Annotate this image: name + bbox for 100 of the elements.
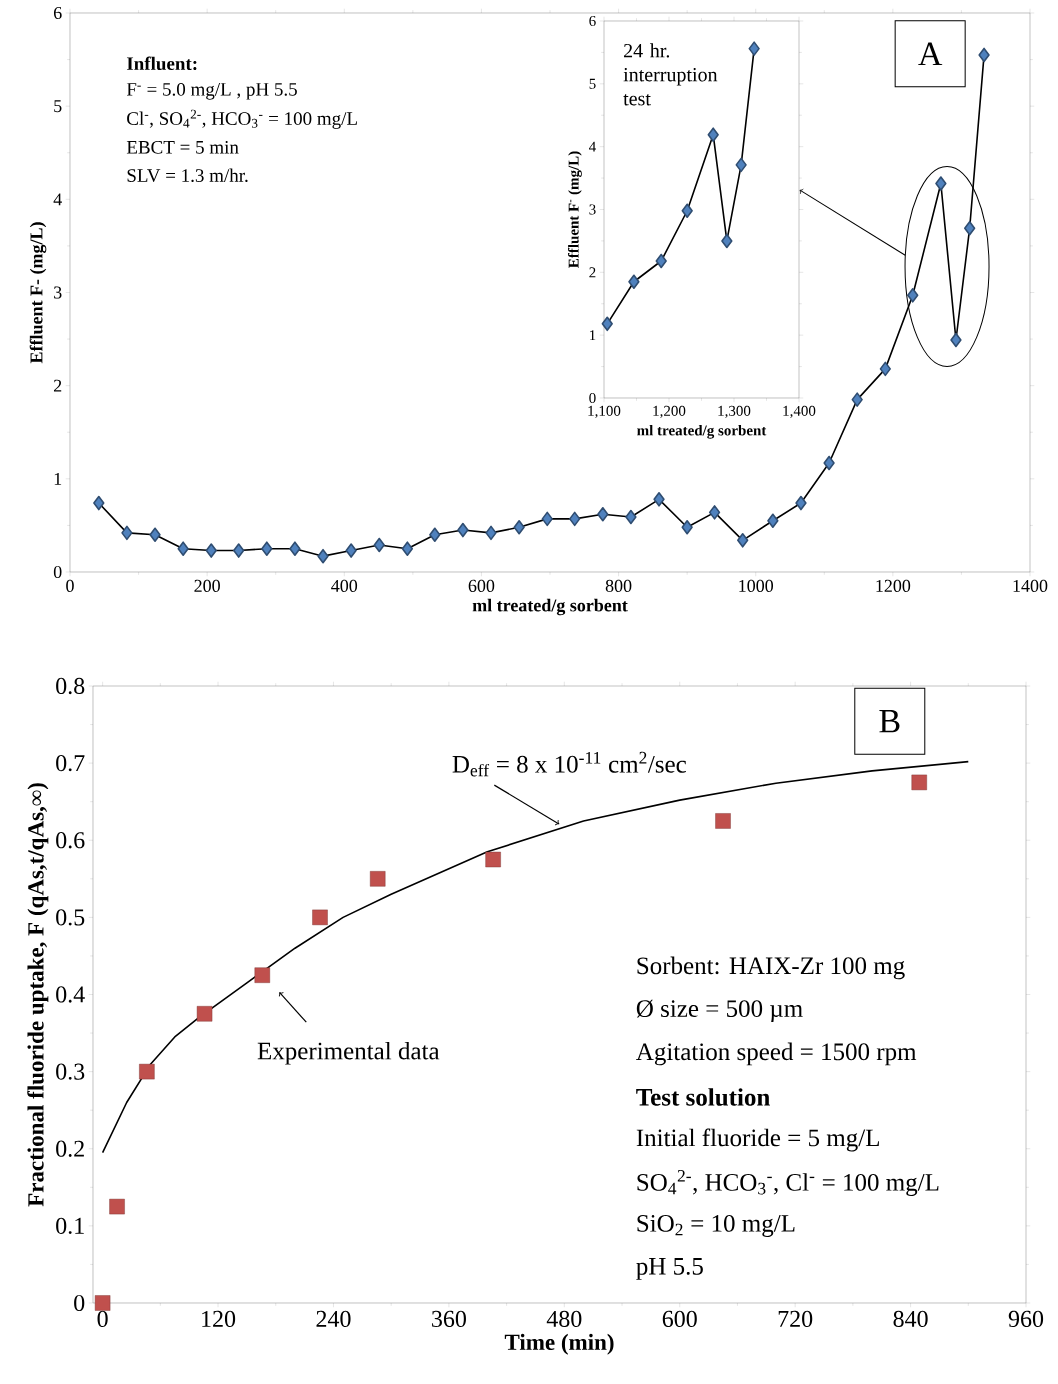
point	[851, 392, 863, 407]
annotation: Influent:	[126, 56, 197, 71]
point	[653, 492, 665, 507]
annotation: SLV = 1.3 m/hr.	[127, 168, 248, 183]
y-tick-label: 0.2	[56, 1140, 84, 1157]
annotation: pH 5.5	[636, 1258, 703, 1280]
point	[601, 316, 613, 332]
point	[485, 525, 497, 541]
point	[289, 541, 301, 556]
x-axis-title: ml treated/g sorbent	[637, 424, 767, 439]
y-tick-label: 0.3	[56, 1063, 85, 1080]
y-axis-title: Fractional fluoride uptake, F (qAs,t/qAs,∞)	[27, 783, 49, 1207]
point	[907, 287, 919, 303]
x-tick-label: 600	[662, 1310, 697, 1327]
y-tick-label: 3	[54, 286, 62, 299]
point	[401, 541, 414, 556]
point	[261, 541, 273, 556]
point	[513, 519, 525, 535]
point	[597, 506, 609, 522]
point	[655, 253, 667, 269]
annotation: Sorbent: HAIX-Zr 100 mg	[637, 956, 905, 980]
point	[681, 519, 693, 535]
text: A	[918, 42, 943, 66]
point	[748, 41, 760, 56]
y-tick-label: 5	[589, 78, 596, 89]
x-tick-label: 120	[202, 1310, 236, 1327]
point	[978, 47, 990, 63]
y-tick-label: 6	[589, 15, 596, 27]
point	[94, 1295, 111, 1311]
point	[345, 543, 357, 558]
annotation: Agitation speed = 1500 rpm	[636, 1042, 917, 1066]
x-tick-label: 600	[468, 579, 495, 592]
x-tick-label: 720	[778, 1310, 813, 1327]
y-tick-label: 0	[53, 565, 62, 579]
point	[541, 511, 553, 527]
point	[196, 1006, 213, 1022]
x-tick-label: 1,300	[718, 405, 751, 419]
y-tick-label: 2	[589, 267, 596, 278]
point	[823, 455, 835, 471]
y-tick-label: 0.4	[56, 986, 85, 1003]
text: B	[879, 709, 900, 733]
y-tick-label: 3	[589, 204, 596, 215]
point	[721, 233, 733, 249]
point	[312, 909, 328, 926]
point	[767, 513, 779, 529]
y-axis-title: Effluent F- (mg/L)	[29, 222, 47, 364]
x-tick-label: 1200	[876, 579, 911, 592]
x-tick-label: 960	[1008, 1310, 1044, 1327]
annotation: Test solution	[636, 1088, 770, 1106]
y-tick-label: 0	[589, 392, 596, 404]
y-tick-label: 1	[590, 330, 596, 341]
x-tick-label: 1,100	[588, 405, 621, 419]
point	[139, 1063, 155, 1080]
point	[911, 774, 927, 791]
point	[569, 511, 581, 527]
point	[795, 495, 807, 511]
point	[879, 361, 891, 377]
annotation: Ø size = 500 µm	[636, 999, 803, 1023]
point	[233, 543, 245, 558]
x-tick-label: 200	[194, 579, 220, 592]
point	[935, 176, 947, 191]
annotation: Initial fluoride = 5 mg/L	[636, 1128, 879, 1152]
text: SO$_{4}$$^{2-}$, HCO$_{3}$$^{-}$, Cl$^{-}$ = 100 mg/L	[637, 1169, 939, 1196]
x-tick-label: 1,400	[783, 405, 816, 419]
x-tick-label: 1000	[739, 579, 774, 592]
point	[737, 533, 749, 548]
point	[707, 127, 719, 143]
y-tick-label: 0.8	[56, 677, 85, 695]
point	[950, 332, 962, 348]
x-tick-label: 360	[432, 1310, 466, 1327]
annotation: D$_{eff}$ = 8 x 10$^{-11}$ cm$^{2}$/sec	[452, 751, 686, 777]
y-tick-label: 5	[54, 100, 62, 113]
x-tick-label: 480	[546, 1310, 582, 1327]
x-tick-label: 840	[893, 1310, 928, 1327]
point	[317, 548, 329, 564]
point	[735, 157, 747, 173]
x-tick-label: 1400	[1013, 579, 1048, 592]
y-tick-label: 0	[74, 1294, 85, 1312]
point	[625, 509, 637, 525]
y-tick-label: 0.6	[56, 832, 85, 849]
y-tick-label: 4	[589, 141, 596, 152]
x-tick-label: 400	[331, 579, 358, 592]
point	[370, 871, 386, 887]
annotation: F$^{-}$ = 5.0 mg/L , pH 5.5	[126, 82, 297, 100]
annotation: Experimental data	[257, 1041, 440, 1065]
point	[681, 203, 693, 219]
y-tick-label: 0.5	[56, 909, 85, 926]
point	[715, 813, 731, 829]
point	[177, 541, 189, 556]
point	[628, 274, 640, 290]
y-tick-label: 0.7	[56, 754, 85, 772]
y-tick-label: 1	[54, 472, 62, 485]
point	[485, 851, 501, 868]
point	[429, 527, 441, 543]
point	[205, 543, 217, 558]
text: 24 hr. interruption test	[623, 43, 718, 106]
x-axis-title: Time (min)	[504, 1333, 614, 1355]
y-tick-label: 2	[53, 379, 62, 392]
point	[121, 525, 133, 541]
point	[373, 537, 385, 553]
